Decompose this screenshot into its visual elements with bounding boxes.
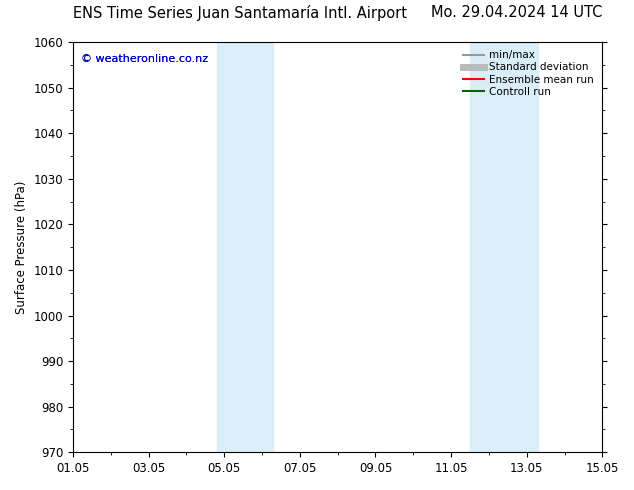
Bar — [470, 42, 538, 452]
Text: ENS Time Series Juan Santamaría Intl. Airport: ENS Time Series Juan Santamaría Intl. Ai… — [73, 5, 407, 21]
Text: © weatheronline.co.nz: © weatheronline.co.nz — [81, 54, 208, 64]
Text: © weatheronline.co.nz: © weatheronline.co.nz — [81, 54, 208, 64]
Text: Mo. 29.04.2024 14 UTC: Mo. 29.04.2024 14 UTC — [431, 5, 602, 20]
Legend: min/max, Standard deviation, Ensemble mean run, Controll run: min/max, Standard deviation, Ensemble me… — [460, 47, 597, 100]
Bar — [217, 42, 273, 452]
Y-axis label: Surface Pressure (hPa): Surface Pressure (hPa) — [15, 180, 28, 314]
